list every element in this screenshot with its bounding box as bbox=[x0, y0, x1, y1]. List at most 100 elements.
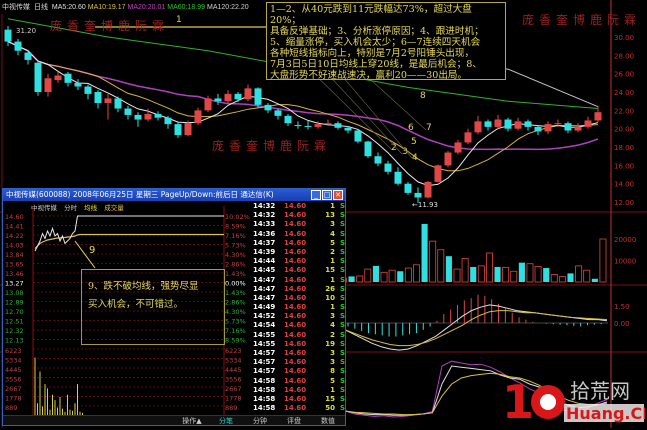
candle-body bbox=[94, 92, 102, 104]
tick-time: 14:58 bbox=[253, 404, 276, 413]
minimize-button[interactable]: _ bbox=[311, 190, 321, 200]
window-title: 中视传媒(600088) 2008年06月25日 星期三 PageUp/Down… bbox=[6, 190, 274, 199]
annotation-a5: 5 bbox=[411, 137, 417, 147]
tick-row[interactable]: 14:47 14.60 1 S bbox=[253, 276, 345, 285]
candle-body bbox=[14, 41, 22, 51]
tick-row[interactable]: 14:36 14.60 4 S bbox=[253, 230, 345, 239]
tick-price: 14.60 bbox=[284, 229, 307, 238]
tick-row[interactable]: 14:57 14.60 8 S bbox=[253, 367, 345, 376]
tick-time: 14:57 bbox=[253, 358, 276, 367]
maximize-button[interactable]: □ bbox=[322, 190, 332, 200]
intraday-window[interactable]: 中视传媒(600088) 2008年06月25日 星期三 PageUp/Down… bbox=[2, 188, 346, 426]
tick-side: S bbox=[339, 321, 345, 330]
tick-list[interactable]: 14:32 14.60 1 S 14:32 14.60 13 S 14:33 14.60 3 S 14:… bbox=[253, 202, 345, 413]
tick-row[interactable]: 14:57 14.60 3 S bbox=[253, 349, 345, 358]
tick-row[interactable]: 14:49 14.60 1 S bbox=[253, 303, 345, 312]
candle-body bbox=[114, 98, 122, 109]
tick-price: 14.60 bbox=[284, 266, 307, 275]
tick-price: 14.60 bbox=[284, 394, 307, 403]
candle-body bbox=[314, 124, 322, 127]
annotation-a7: 7 bbox=[426, 123, 432, 133]
tick-row[interactable]: 14:45 14.60 15 S bbox=[253, 266, 345, 275]
candle-body bbox=[64, 73, 72, 83]
tick-row[interactable]: 14:55 14.60 2 S bbox=[253, 331, 345, 340]
tick-volume: 15 bbox=[325, 266, 335, 275]
tick-price: 14.60 bbox=[284, 238, 307, 247]
volume-bar bbox=[518, 262, 525, 282]
volume-label: 2667 bbox=[5, 385, 22, 393]
tick-row[interactable]: 14:55 14.60 19 S bbox=[253, 340, 345, 349]
candle-body bbox=[174, 124, 182, 136]
candle-body bbox=[494, 119, 502, 127]
note-line: 具备反弹基础；3、分析涨停原因；4、跟进时机； bbox=[270, 26, 484, 37]
tick-price: 14.60 bbox=[284, 284, 307, 293]
close-button[interactable]: ✕ bbox=[333, 190, 343, 200]
tick-volume: 2 bbox=[330, 330, 335, 339]
minute-avg-line bbox=[34, 233, 224, 249]
candle-body bbox=[524, 121, 532, 127]
annotation-9: 9 bbox=[89, 245, 95, 256]
tick-price: 14.60 bbox=[284, 367, 307, 376]
tick-row[interactable]: 14:47 14.60 26 S bbox=[253, 285, 345, 294]
window-titlebar[interactable]: 中视传媒(600088) 2008年06月25日 星期三 PageUp/Down… bbox=[3, 189, 345, 201]
tick-row[interactable]: 14:33 14.60 3 S bbox=[253, 220, 345, 229]
tick-row[interactable]: 14:58 14.60 5 S bbox=[253, 377, 345, 386]
watermark: 庞香奎博鹿阮霖 bbox=[50, 19, 170, 33]
tick-row[interactable]: 14:58 14.60 50 S bbox=[253, 404, 345, 413]
tick-row[interactable]: 14:58 14.60 15 S bbox=[253, 395, 345, 404]
tick-volume: 13 bbox=[325, 211, 335, 220]
candle-body bbox=[324, 123, 332, 125]
tick-side: S bbox=[339, 247, 345, 256]
tab-1[interactable]: 分笔 bbox=[219, 417, 233, 425]
pct-label: 7.16% bbox=[225, 232, 246, 240]
tick-row[interactable]: 14:37 14.60 5 S bbox=[253, 239, 345, 248]
candle-body bbox=[74, 82, 82, 87]
candle-body bbox=[294, 125, 302, 127]
tab-2[interactable]: 分钟 bbox=[253, 417, 267, 425]
candle-body bbox=[214, 98, 222, 102]
candle-body bbox=[384, 163, 392, 172]
tick-price: 14.60 bbox=[284, 376, 307, 385]
tick-side: S bbox=[339, 220, 345, 229]
candle-body bbox=[374, 156, 382, 164]
stock-name: 中视传媒 bbox=[2, 4, 30, 11]
candle-body bbox=[504, 119, 512, 129]
tab-4[interactable]: 数值 bbox=[321, 417, 335, 425]
price-tick: 28.00 bbox=[614, 52, 634, 60]
pct-label: 8.59% bbox=[225, 337, 246, 345]
svg-text:拾荒网: 拾荒网 bbox=[570, 379, 630, 403]
tick-time: 14:49 bbox=[253, 303, 276, 312]
volume-bar bbox=[413, 264, 420, 283]
candle-body bbox=[394, 171, 402, 184]
tick-time: 14:57 bbox=[253, 349, 276, 357]
volume-bar bbox=[453, 268, 461, 283]
tick-side: S bbox=[339, 275, 345, 284]
candle-body bbox=[334, 123, 342, 128]
volume-bar bbox=[583, 269, 591, 283]
period-label: 日线 bbox=[33, 4, 48, 11]
volume-bar bbox=[348, 276, 355, 282]
price-label: 12.89 bbox=[5, 299, 24, 307]
svg-text:1: 1 bbox=[502, 375, 534, 426]
tick-row[interactable]: 14:32 14.60 1 S bbox=[253, 202, 345, 211]
tick-row[interactable]: 14:39 14.60 2 S bbox=[253, 248, 345, 257]
tab-0[interactable]: 操作▲ bbox=[182, 417, 202, 425]
site-logo: 1 拾荒网 Huang.CN bbox=[500, 372, 647, 429]
tick-row[interactable]: 14:54 14.60 4 S bbox=[253, 321, 345, 330]
tick-row[interactable]: 14:58 14.60 1 S bbox=[253, 386, 345, 395]
ma20-line bbox=[7, 40, 599, 151]
tick-row[interactable]: 14:47 14.60 10 S bbox=[253, 294, 345, 303]
tick-volume: 15 bbox=[325, 394, 335, 403]
sub-stock: 中视传媒 bbox=[31, 204, 57, 212]
tick-row[interactable]: 14:52 14.60 3 S bbox=[253, 312, 345, 321]
candle-body bbox=[244, 88, 252, 100]
tick-row[interactable]: 14:57 14.60 3 S bbox=[253, 358, 345, 367]
tab-3[interactable]: 评盘 bbox=[287, 417, 301, 425]
tick-volume: 1 bbox=[330, 257, 335, 266]
tick-time: 14:47 bbox=[253, 275, 276, 284]
tick-side: S bbox=[339, 376, 345, 385]
sub-minute[interactable]: 分时 bbox=[64, 204, 78, 212]
tick-row[interactable]: 14:32 14.60 13 S bbox=[253, 211, 345, 220]
candle-body bbox=[184, 123, 192, 136]
tick-row[interactable]: 14:44 14.60 1 S bbox=[253, 257, 345, 266]
